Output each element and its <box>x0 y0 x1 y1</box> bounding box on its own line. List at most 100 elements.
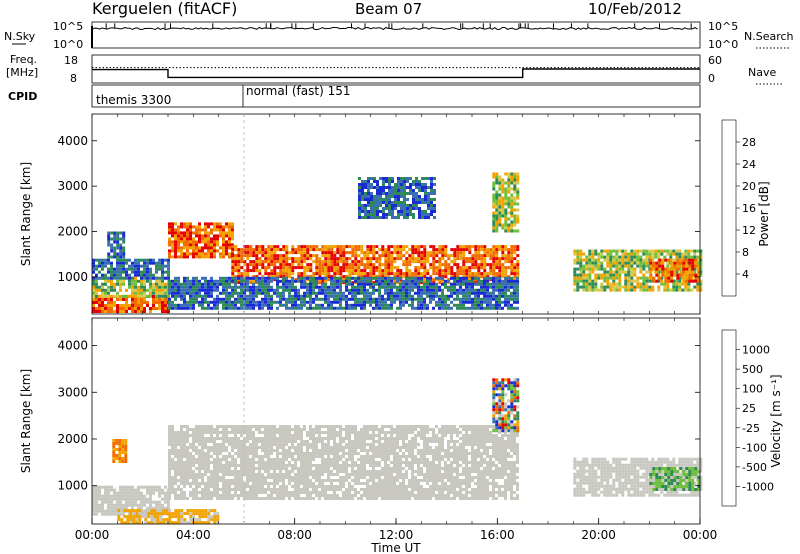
heatmap-cell <box>261 458 264 461</box>
heatmap-cell <box>354 276 357 280</box>
heatmap-cell <box>369 276 372 280</box>
heatmap-cell <box>125 301 128 304</box>
heatmap-cell <box>369 269 373 273</box>
heatmap-cell <box>330 269 334 273</box>
heatmap-cell <box>201 237 204 241</box>
heatmap-cell <box>107 294 110 298</box>
heatmap-cell <box>606 273 610 277</box>
heatmap-cell <box>381 306 384 310</box>
heatmap-cell <box>270 263 274 267</box>
heatmap-cell <box>421 210 424 213</box>
heatmap-cell <box>378 263 382 267</box>
heatmap-cell <box>414 291 417 295</box>
heatmap-cell <box>303 476 306 479</box>
heatmap-cell <box>255 494 258 497</box>
heatmap-cell <box>492 175 496 179</box>
heatmap-cell <box>249 470 252 473</box>
heatmap-cell <box>252 440 255 443</box>
heatmap-cell <box>216 225 219 229</box>
heatmap-cell <box>507 190 511 194</box>
heatmap-cell <box>207 234 210 238</box>
heatmap-cell <box>576 282 580 286</box>
heatmap-cell <box>264 303 267 307</box>
heatmap-cell <box>195 491 198 494</box>
heatmap-cell <box>432 285 435 289</box>
heatmap-cell <box>219 437 222 440</box>
heatmap-cell <box>297 491 300 494</box>
heatmap-cell <box>375 269 379 273</box>
heatmap-cell <box>414 269 418 273</box>
heatmap-cell <box>498 263 502 267</box>
heatmap-cell <box>107 267 110 271</box>
heatmap-cell <box>489 257 493 261</box>
heatmap-cell <box>234 437 237 440</box>
heatmap-cell <box>501 282 504 286</box>
heatmap-cell <box>430 210 433 213</box>
heatmap-cell <box>495 196 499 200</box>
heatmap-cell <box>363 257 367 261</box>
heatmap-cell <box>273 254 277 258</box>
heatmap-cell <box>588 279 592 283</box>
heatmap-cell <box>495 220 499 224</box>
heatmap-cell <box>447 288 450 292</box>
heatmap-cell <box>225 222 228 226</box>
heatmap-cell <box>174 476 177 479</box>
heatmap-cell <box>107 252 111 256</box>
heatmap-cell <box>390 269 394 273</box>
heatmap-cell <box>95 285 98 289</box>
heatmap-cell <box>403 189 406 192</box>
heatmap-cell <box>513 297 516 301</box>
heatmap-cell <box>627 258 631 262</box>
heatmap-cell <box>417 291 420 295</box>
heatmap-cell <box>370 204 373 207</box>
heatmap-cell <box>360 297 363 301</box>
heatmap-cell <box>300 282 303 286</box>
heatmap-cell <box>402 245 406 249</box>
heatmap-cell <box>201 455 204 458</box>
heatmap-cell <box>642 276 646 280</box>
heatmap-cell <box>288 306 291 310</box>
heatmap-cell <box>228 303 231 307</box>
heatmap-cell <box>252 266 256 270</box>
heatmap-cell <box>213 470 216 473</box>
heatmap-cell <box>267 425 270 428</box>
heatmap-cell <box>510 199 514 203</box>
heatmap-cell <box>379 177 382 180</box>
heatmap-cell <box>198 300 201 304</box>
heatmap-cell <box>588 252 592 256</box>
heatmap-cell <box>615 270 619 274</box>
heatmap-cell <box>201 461 204 464</box>
heatmap-cell <box>429 282 432 286</box>
heatmap-cell <box>600 261 604 265</box>
heatmap-cell <box>471 288 474 292</box>
heatmap-cell <box>152 304 155 307</box>
heatmap-cell <box>258 482 261 485</box>
heatmap-cell <box>501 205 505 209</box>
heatmap-cell <box>225 491 228 494</box>
heatmap-cell <box>657 279 661 283</box>
heatmap-cell <box>691 279 695 283</box>
heatmap-cell <box>116 237 120 241</box>
heatmap-cell <box>228 494 231 497</box>
heatmap-cell <box>270 431 273 434</box>
heatmap-cell <box>336 263 340 267</box>
heatmap-cell <box>615 252 619 256</box>
heatmap-cell <box>354 263 358 267</box>
heatmap-cell <box>361 210 364 213</box>
heatmap-cell <box>645 288 649 292</box>
heatmap-cell <box>336 285 339 289</box>
heatmap-cell <box>417 288 420 292</box>
heatmap-cell <box>609 288 613 292</box>
heatmap-cell <box>276 443 279 446</box>
heatmap-cell <box>234 285 237 289</box>
heatmap-cell <box>222 306 225 310</box>
heatmap-cell <box>391 180 394 183</box>
heatmap-cell <box>294 278 298 282</box>
heatmap-cell <box>246 248 250 252</box>
heatmap-cell <box>282 488 285 491</box>
heatmap-cell <box>249 285 252 289</box>
heatmap-cell <box>430 192 433 195</box>
heatmap-cell <box>694 273 698 277</box>
heatmap-cell <box>682 258 686 262</box>
heatmap-cell <box>122 231 126 235</box>
